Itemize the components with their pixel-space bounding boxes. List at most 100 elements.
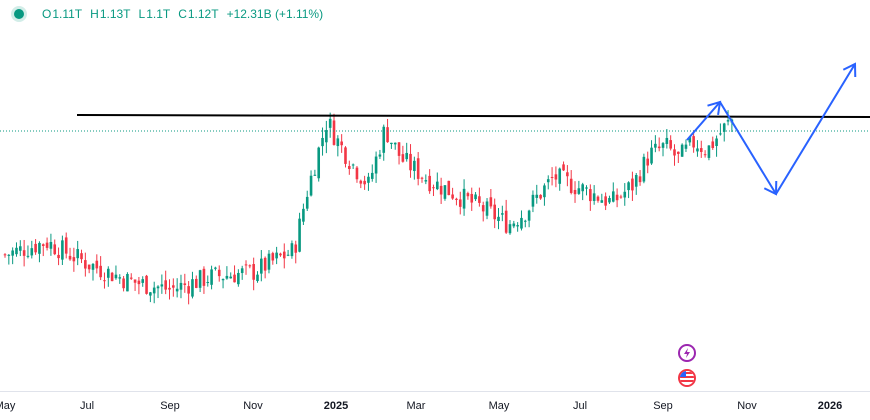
candle-body: [397, 142, 401, 156]
candle-body: [604, 196, 607, 206]
candle-body: [282, 251, 286, 259]
candle-body: [168, 287, 171, 290]
candle-body: [160, 284, 164, 287]
candle-body: [451, 194, 454, 199]
candle-body: [455, 198, 458, 200]
candle-body: [546, 179, 550, 183]
candle-body: [424, 180, 428, 182]
time-axis-label: 2026: [817, 400, 843, 412]
candle-body: [566, 172, 569, 177]
candle-body: [3, 254, 7, 256]
candle-body: [122, 278, 125, 289]
candle-body: [562, 164, 565, 171]
candle-body: [53, 244, 57, 255]
candle-body: [256, 274, 259, 282]
candle-body: [520, 217, 523, 229]
candle-body: [669, 140, 672, 149]
candle-body: [378, 154, 382, 157]
candle-body: [141, 279, 145, 283]
candle-body: [91, 263, 95, 270]
candle-body: [267, 253, 271, 270]
time-axis[interactable]: May Jul Sep Nov 2025 Mar May Jul Sep Nov 2026: [0, 391, 870, 420]
candle-body: [692, 136, 695, 148]
candle-body: [61, 240, 64, 260]
candle-body: [367, 176, 370, 183]
candle-body: [611, 191, 615, 202]
candle-body: [11, 250, 14, 256]
candle-body: [405, 152, 408, 160]
candle-body: [458, 199, 462, 207]
candle-body: [577, 188, 581, 194]
candle-body: [654, 143, 657, 148]
candle-body: [237, 272, 240, 285]
candle-body: [15, 247, 18, 255]
candle-body: [573, 189, 577, 195]
candle-body: [351, 164, 355, 166]
candle-body: [317, 147, 321, 179]
candle-body: [436, 181, 439, 190]
candle-body: [72, 257, 76, 262]
us-flag-event-icon[interactable]: [678, 369, 696, 387]
candle-body: [145, 275, 148, 294]
candle-body: [103, 280, 106, 282]
time-axis-label: 2025: [323, 400, 349, 412]
candle-body: [206, 282, 210, 284]
candle-body: [156, 286, 160, 289]
candle-body: [592, 193, 596, 201]
candle-body: [447, 180, 451, 196]
candle-body: [126, 274, 129, 292]
candle-body: [363, 180, 366, 185]
candle-body: [45, 242, 49, 248]
lightning-icon: [684, 348, 690, 358]
status-dot-icon: [14, 9, 24, 19]
candle-body: [22, 250, 26, 256]
candle-body: [512, 223, 516, 227]
candle-body: [321, 137, 324, 147]
candle-body: [504, 210, 508, 233]
candle-body: [298, 218, 301, 252]
candle-body: [191, 279, 194, 297]
candle-body: [711, 141, 715, 148]
candle-body: [179, 282, 183, 290]
candle-body: [416, 158, 420, 179]
candle-body: [233, 274, 236, 283]
time-axis-label: May: [488, 400, 510, 412]
projection-arrowhead: [842, 62, 857, 78]
candle-body: [680, 144, 684, 157]
lightning-event-icon[interactable]: [678, 344, 696, 362]
candle-body: [260, 258, 263, 274]
candle-body: [497, 216, 500, 222]
candle-body: [302, 208, 305, 222]
candle-body: [7, 254, 11, 256]
drawings-group[interactable]: [0, 62, 870, 196]
candle-body: [485, 201, 489, 216]
candle-body: [634, 174, 638, 187]
candle-body: [558, 168, 562, 184]
candle-body: [516, 225, 519, 227]
high-value: 1.13T: [99, 7, 131, 21]
candle-body: [187, 286, 190, 294]
candle-body: [164, 280, 167, 290]
candle-body: [305, 196, 309, 209]
candle-body: [386, 127, 389, 143]
candle-body: [229, 276, 233, 279]
candle-body: [420, 177, 424, 179]
close-readout: C 1.12T: [178, 7, 218, 21]
change-value: +12.31B (+1.11%): [226, 7, 324, 21]
time-axis-label: Jul: [572, 400, 588, 412]
candle-body: [608, 198, 611, 203]
time-axis-label: Mar: [406, 400, 426, 412]
resistance-line[interactable]: [76, 114, 870, 118]
candles-group: [3, 110, 734, 305]
candle-body: [57, 254, 60, 259]
projection-path[interactable]: [686, 63, 856, 195]
candle-body: [726, 120, 730, 122]
candle-body: [64, 237, 68, 254]
candle-body: [133, 279, 137, 283]
candle-body: [539, 194, 542, 199]
candle-body: [677, 151, 680, 154]
ohlc-legend: O 1.11T H 1.13T L 1.1T C 1.12T +12.31B (+1.1…: [14, 6, 323, 22]
candle-body: [374, 156, 378, 174]
